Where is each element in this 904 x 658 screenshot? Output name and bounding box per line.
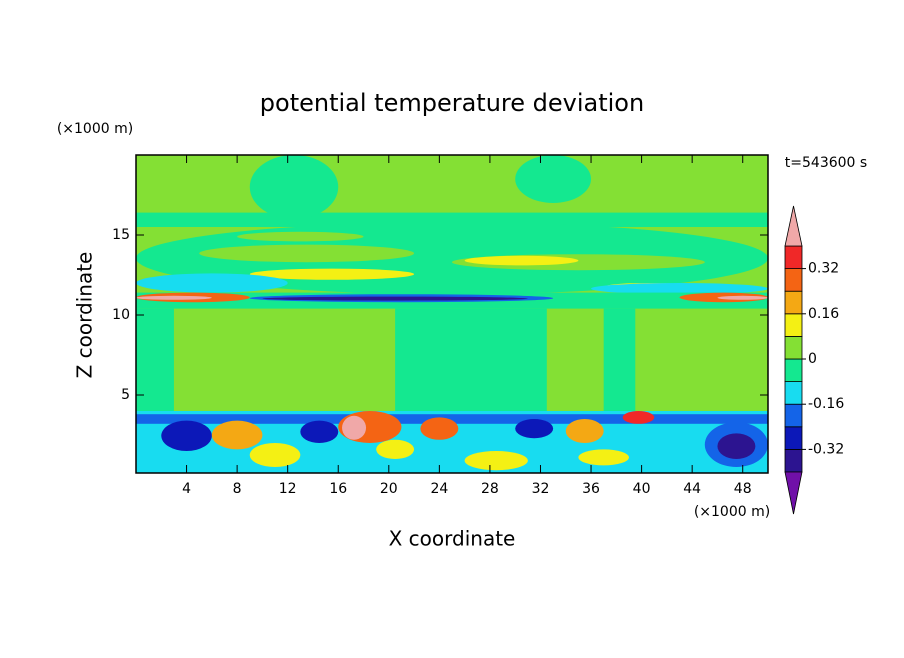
contour-field [136, 155, 768, 473]
y-axis-title: Z coordinate [73, 252, 97, 379]
contour-region [622, 411, 655, 424]
colorbar-band [784, 335, 803, 360]
x-tick-label: 36 [582, 481, 600, 497]
colorbar-band [784, 381, 803, 405]
contour-region [211, 420, 263, 450]
contour-region [464, 255, 579, 266]
colorbar-band [784, 426, 803, 450]
x-tick-label: 20 [380, 481, 398, 497]
colorbar-over [784, 205, 803, 247]
x-tick-label: 4 [182, 481, 191, 497]
x-tick-label: 12 [279, 481, 297, 497]
contour-region [420, 417, 459, 440]
x-tick-label: 28 [481, 481, 499, 497]
x-tick-label: 32 [532, 481, 550, 497]
colorbar-band [784, 358, 803, 383]
x-tick-label: 44 [683, 481, 701, 497]
contour-region [249, 443, 301, 467]
chart-title: potential temperature deviation [260, 89, 644, 117]
x-axis-title: X coordinate [389, 527, 516, 551]
contour-region [136, 273, 288, 293]
x-tick-label: 8 [233, 481, 242, 497]
contour-region [578, 449, 629, 466]
y-unit: (×1000 m) [57, 121, 133, 137]
plot-frame [135, 154, 769, 474]
contour-region [717, 433, 756, 460]
contour-region [249, 155, 339, 219]
x-tick-label: 16 [329, 481, 347, 497]
contour-region [565, 419, 604, 443]
contour-region [249, 268, 415, 280]
contour-region [300, 420, 339, 443]
y-tick-label: 5 [121, 387, 130, 403]
contour-region [603, 308, 636, 411]
contour-region [237, 231, 364, 242]
contour-region [342, 415, 367, 440]
time-label: t=543600 s [785, 155, 867, 171]
colorbar-under [784, 471, 803, 515]
x-unit: (×1000 m) [694, 504, 770, 520]
colorbar-tick-label: -0.32 [808, 441, 844, 457]
colorbar-band [784, 313, 803, 337]
x-tick-label: 48 [734, 481, 752, 497]
colorbar-tick-label: 0 [808, 351, 817, 367]
colorbar-band [784, 448, 803, 473]
colorbar-band [784, 268, 803, 292]
y-tick-label: 15 [112, 227, 130, 243]
contour-region [395, 308, 547, 411]
x-tick-label: 40 [633, 481, 651, 497]
y-tick-label: 10 [112, 307, 130, 323]
contour-region [199, 244, 415, 263]
contour-region [136, 414, 768, 424]
contour-region [262, 296, 528, 301]
contour-region [376, 439, 415, 459]
colorbar-tick-label: 0.16 [808, 306, 839, 322]
contour-region [136, 308, 174, 411]
contour-region [515, 419, 554, 439]
colorbar-tick-label: -0.16 [808, 396, 844, 412]
contour-region [515, 155, 592, 203]
x-tick-label: 24 [430, 481, 448, 497]
contour-region [161, 420, 212, 451]
contour-region [136, 295, 212, 300]
colorbar-band [784, 245, 803, 270]
contour-region [717, 295, 768, 300]
contour-region [591, 283, 768, 295]
contour-region [464, 451, 528, 471]
colorbar-band [784, 403, 803, 428]
colorbar-band [784, 290, 803, 315]
colorbar-tick-label: 0.32 [808, 261, 839, 277]
